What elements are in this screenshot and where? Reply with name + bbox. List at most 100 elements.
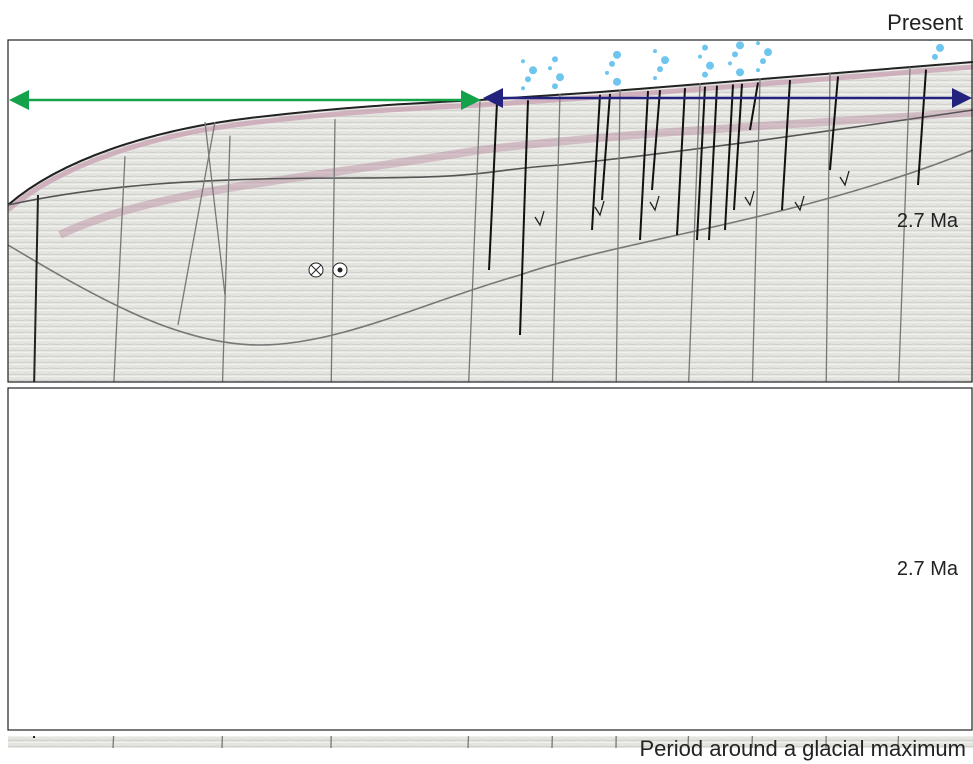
- gas-bubble: [123, 466, 127, 470]
- fault: [709, 434, 717, 588]
- slip-tick: [795, 544, 804, 558]
- gas-bubble: [761, 398, 765, 402]
- gas-bubble: [527, 406, 533, 412]
- fault: [734, 432, 742, 558]
- gas-bubble: [760, 58, 766, 64]
- fault: [489, 451, 497, 618]
- gas-bubble: [337, 437, 343, 443]
- gas-bubble: [801, 411, 809, 419]
- gas-bubble: [123, 493, 127, 497]
- gas-bubble: [741, 398, 749, 406]
- figure: 2.7 Ma 2.7 Ma Present Period around a gl…: [0, 0, 973, 764]
- gas-bubble: [711, 418, 719, 426]
- gas-bubble: [221, 464, 229, 472]
- gas-bubble: [483, 410, 487, 414]
- fault-gray: [205, 470, 225, 643]
- horizon-2-7-ma: [8, 498, 973, 693]
- gas-bubble: [702, 45, 708, 51]
- gas-bubble: [707, 401, 713, 407]
- gas-bubble: [852, 408, 858, 414]
- fault: [750, 431, 758, 478]
- gas-bubble: [661, 56, 669, 64]
- gas-bubble: [936, 401, 944, 409]
- gas-bubble: [527, 433, 533, 439]
- gas-bubble: [769, 405, 777, 413]
- fault: [652, 438, 660, 538]
- gas-bubble: [818, 411, 822, 415]
- gas-bubble: [932, 384, 938, 390]
- gas-bubble: [561, 430, 569, 438]
- gas-bubble: [756, 68, 760, 72]
- gas-bubble: [491, 417, 499, 425]
- gas-bubble: [797, 394, 803, 400]
- gas-bubble: [733, 391, 737, 395]
- gas-bubble: [487, 427, 493, 433]
- gas-bubble: [529, 66, 537, 74]
- fault: [918, 418, 926, 533]
- horizon: [8, 458, 973, 553]
- fault-gray: [688, 431, 700, 748]
- slip-tick: [650, 544, 659, 558]
- gas-bubble: [605, 71, 609, 75]
- gas-bubble: [702, 72, 708, 78]
- gas-bubble: [608, 428, 612, 432]
- panel-glacial: 2.7 Ma: [8, 374, 973, 748]
- gas-bubble: [525, 76, 531, 82]
- gas-bubble: [736, 41, 744, 49]
- gas-bubble: [736, 68, 744, 76]
- horizon-label: 2.7 Ma: [897, 210, 959, 232]
- fault: [830, 424, 838, 518]
- gas-bubble: [706, 62, 714, 70]
- gas-bubble: [561, 403, 569, 411]
- fault: [677, 436, 685, 583]
- panel-content: [8, 27, 973, 400]
- fault: [697, 435, 705, 588]
- gas-bubble: [936, 44, 944, 52]
- gas-bubble: [928, 394, 932, 398]
- gas-bubble: [653, 49, 657, 53]
- gas-bubble: [127, 483, 133, 489]
- fault: [782, 428, 790, 558]
- fault: [602, 442, 610, 548]
- gas-bubble: [483, 437, 487, 441]
- gas-bubble: [703, 411, 707, 415]
- fault: [520, 448, 528, 683]
- gas-bubble: [333, 447, 337, 451]
- slip-tick: [745, 539, 754, 553]
- gas-bubble: [556, 73, 564, 81]
- gas-bubble: [658, 406, 662, 410]
- gas-bubble: [557, 413, 563, 419]
- gas-bubble: [765, 415, 771, 421]
- gas-bubble: [612, 418, 618, 424]
- gas-bubble: [613, 78, 621, 86]
- gas-bubble: [698, 55, 702, 59]
- gas-bubble: [341, 427, 349, 435]
- fault-gray: [898, 415, 910, 748]
- gas-bubble: [552, 56, 558, 62]
- gas-bubble: [521, 86, 525, 90]
- gas-bubble: [728, 61, 732, 65]
- gas-bubble: [609, 61, 615, 67]
- reflector-band: [8, 415, 973, 558]
- gas-bubble: [662, 396, 668, 402]
- gas-bubble: [613, 51, 621, 59]
- seafloor: [8, 410, 973, 553]
- reflector-band: [60, 460, 973, 583]
- fault: [725, 432, 733, 578]
- fault-gray: [616, 437, 620, 748]
- panel-label: Period around a glacial maximum: [640, 736, 967, 761]
- gas-bubble: [662, 423, 668, 429]
- gas-bubble: [341, 454, 349, 462]
- panel-label: Present: [887, 10, 963, 35]
- gas-bubble: [217, 474, 223, 480]
- fault-gray: [113, 504, 125, 748]
- gas-bubble: [711, 391, 719, 399]
- slip-tick: [535, 559, 544, 573]
- gas-bubble: [131, 473, 139, 481]
- gas-bubble: [548, 66, 552, 70]
- gas-bubble: [856, 398, 864, 406]
- fault-gray: [468, 448, 480, 748]
- gas-bubble: [523, 416, 527, 420]
- gas-bubble: [732, 51, 738, 57]
- panel-content: [8, 374, 973, 748]
